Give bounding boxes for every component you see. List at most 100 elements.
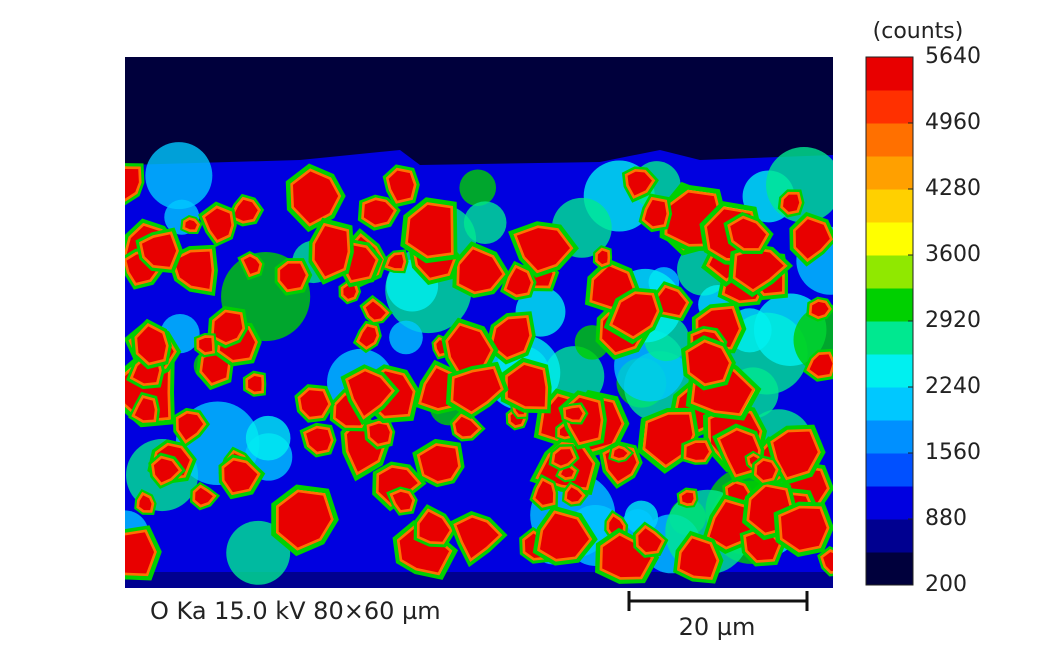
colorbar-band [866,156,913,190]
map-grain [793,216,833,263]
colorbar-tick-label: 2920 [925,308,981,333]
map-grain [385,167,417,204]
map-grain [276,489,334,551]
map-grain [732,247,788,293]
colorbar-label: (counts) [873,19,964,44]
map-grain [770,428,821,481]
colorbar-band [866,222,913,256]
colorbar-tick-label: 1560 [925,440,981,465]
colorbar-tick-label: 3600 [925,242,981,267]
colorbar-band [866,189,913,223]
map-grain [175,410,207,444]
colorbar-tick-label: 880 [925,506,967,531]
caption: O Ka 15.0 kV 80×60 µm [150,597,441,625]
map-grain [125,166,142,202]
map-grain [355,323,380,350]
map-grain [727,215,770,251]
map-grain [196,335,215,355]
map-grain [134,323,169,366]
map-halo [145,142,213,210]
element-map [125,57,833,588]
map-grain [192,484,217,508]
map-grain [303,425,334,455]
scale-bar-label: 20 µm [679,613,756,641]
colorbar-band [866,288,913,322]
map-grain [240,253,263,278]
map-grain [537,510,593,562]
colorbar-band [866,123,913,157]
map-grain [641,196,670,230]
map-grain [676,535,720,580]
map-grain [416,508,453,545]
map-grain [131,395,158,423]
map-halo [459,169,497,207]
map-grain [595,247,611,268]
map-grain [384,251,407,271]
map-grain [489,315,533,360]
map-grain [778,505,830,553]
map-grain [312,222,351,280]
map-grain [513,225,574,274]
map-grain [678,489,697,506]
colorbar-band [866,90,913,124]
colorbar-tick-label: 5640 [925,44,981,69]
map-grain [125,529,157,577]
map-grain [532,477,556,508]
map-halo [463,201,507,244]
map-grain [138,231,179,270]
map-base [125,572,833,588]
map-grain [753,457,779,483]
colorbar-band [866,420,913,454]
colorbar-band [866,552,913,586]
map-grain [683,440,712,463]
map-grain [290,168,342,227]
colorbar-band [866,519,913,553]
map-halo [389,320,423,355]
colorbar-band [866,255,913,289]
map-grain [562,404,586,423]
colorbar: 200 880 1560 2240 2920 3600 4280 4960 5640 [865,44,981,597]
map-grain [564,483,586,505]
colorbar-band [866,387,913,421]
map-grain [610,445,632,461]
map-grain [405,202,454,259]
map-grain [551,446,577,469]
map-grain [503,264,534,298]
map-grain [685,339,732,387]
map-grain [780,191,802,215]
colorbar-band [866,57,913,91]
colorbar-tick-label: 4960 [925,110,981,135]
map-grain [297,387,332,420]
map-grain [389,489,416,513]
map-grain [366,420,393,447]
map-grain [808,299,832,320]
colorbar-tick-label: 4280 [925,176,981,201]
map-grain [221,457,261,496]
map-grain [820,549,833,574]
colorbar-tick-label: 2240 [925,374,981,399]
map-grain [210,309,246,346]
map-grain [151,455,183,486]
map-grain [277,261,309,293]
map-grain [345,368,395,420]
map-grain [806,351,833,379]
map-grain [136,491,155,513]
colorbar-tick-label: 200 [925,572,967,597]
map-halo [766,146,833,223]
map-grain [245,373,265,395]
map-grain [201,205,235,244]
map-grain [453,514,503,562]
colorbar-band [866,486,913,520]
map-grain [450,365,504,415]
map-grain [361,197,397,228]
map-grain [635,524,665,555]
map-grain [456,246,506,295]
map-grain [452,413,482,440]
map-grain [362,298,390,323]
map-grain [624,168,656,199]
colorbar-band [866,321,913,355]
map-halo [245,415,291,461]
map-grain [182,217,201,233]
map-grain [416,443,461,484]
